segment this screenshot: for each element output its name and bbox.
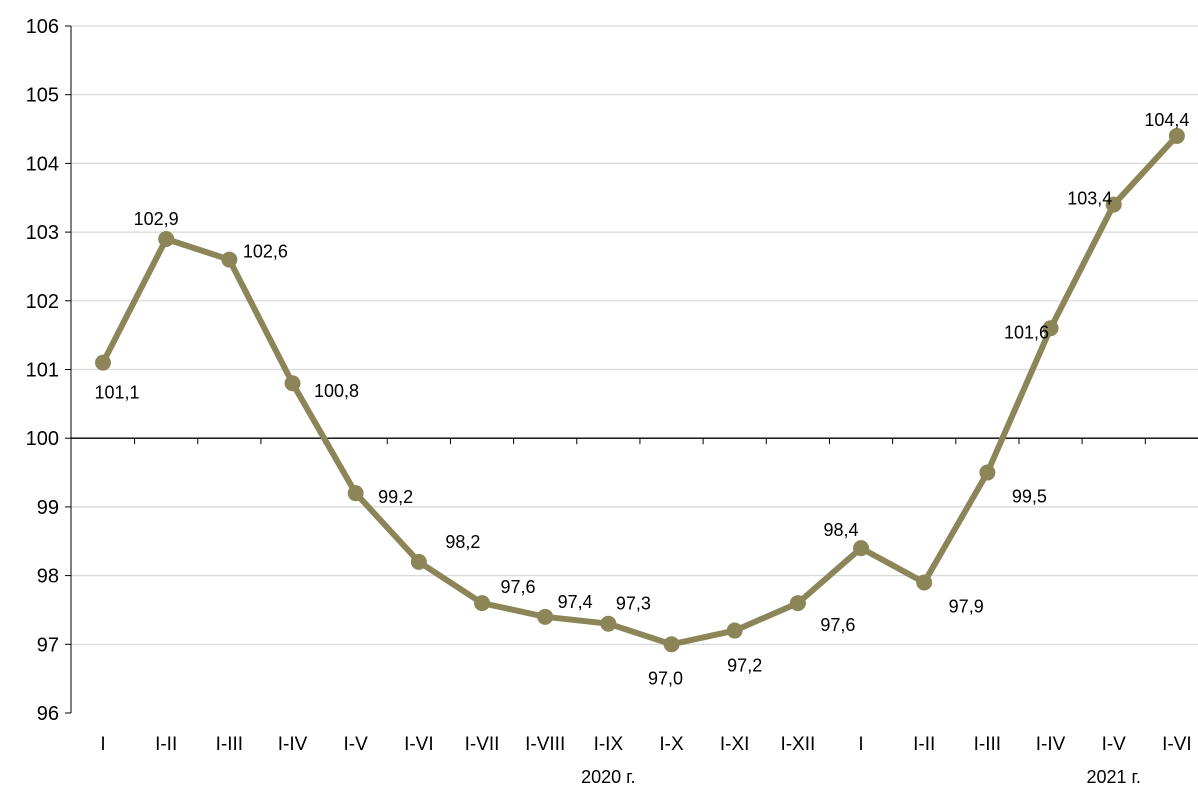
- data-point: [474, 595, 491, 612]
- y-tick-label: 103: [26, 222, 59, 244]
- y-tick-label: 104: [26, 153, 59, 175]
- x-tick-label: I-VII: [465, 734, 500, 755]
- data-point: [1042, 320, 1059, 337]
- data-point: [410, 553, 427, 570]
- x-tick-label: I-II: [155, 734, 177, 755]
- x-axis-ticks: I I-II I-III I-IV I-V I-VI I-VII I-VIII I-IX I-X I…: [100, 734, 1191, 787]
- data-labels: 101,1 102,9 102,6 100,8 99,2 98,2 97,6 97,4 97,3…: [94, 110, 1189, 688]
- data-label: 98,4: [824, 520, 859, 540]
- data-point: [284, 375, 301, 392]
- x-tick-label: I-IX: [594, 734, 624, 755]
- x-tick-label: I-X: [659, 734, 684, 755]
- y-tick-label: 105: [26, 85, 59, 107]
- data-label: 99,2: [378, 487, 413, 507]
- y-tick-label: 102: [26, 291, 59, 313]
- data-label: 101,1: [94, 383, 139, 403]
- x-tick-label: I-II: [913, 734, 935, 755]
- x-tick-label: I-IV: [278, 734, 308, 755]
- data-label: 100,8: [314, 381, 359, 401]
- data-label: 97,6: [820, 615, 855, 635]
- data-label: 103,4: [1067, 189, 1112, 209]
- data-point: [916, 574, 933, 591]
- series-layer: [95, 127, 1185, 653]
- y-tick-label: 106: [26, 16, 59, 38]
- data-point: [221, 251, 238, 268]
- data-point: [726, 622, 743, 639]
- series-line: [100, 132, 1180, 648]
- x-tick-label: I-V: [1102, 734, 1127, 755]
- axes: [65, 25, 1198, 714]
- y-tick-label: 97: [37, 634, 59, 656]
- y-tick-label: 98: [37, 566, 59, 588]
- data-point: [979, 464, 996, 481]
- data-label: 98,2: [445, 532, 480, 552]
- x-tick-label: I: [858, 734, 863, 755]
- x-tick-label: I-XI: [720, 734, 750, 755]
- y-axis-ticks: 96 97 98 99 100 101 102 103 104 105 106: [26, 16, 59, 725]
- data-label: 97,2: [727, 656, 762, 676]
- data-point: [347, 485, 364, 502]
- data-label: 97,6: [500, 577, 535, 597]
- y-tick-label: 99: [37, 497, 59, 519]
- data-point: [663, 636, 680, 653]
- data-point: [158, 230, 175, 247]
- x-tick-label: I-VIII: [525, 734, 565, 755]
- data-label: 102,9: [134, 209, 179, 229]
- data-label: 97,4: [558, 592, 593, 612]
- data-label: 99,5: [1012, 487, 1047, 507]
- x-tick-label: I-VI: [1162, 734, 1192, 755]
- data-label: 97,0: [648, 668, 683, 688]
- gridlines: [71, 25, 1198, 645]
- data-label: 104,4: [1144, 110, 1189, 130]
- data-label: 101,6: [1004, 322, 1049, 342]
- data-point: [95, 354, 111, 371]
- data-label: 97,3: [616, 594, 651, 614]
- data-label: 102,6: [243, 242, 288, 262]
- x-tick-label: I-III: [216, 734, 243, 755]
- year-label: 2021 г.: [1087, 767, 1141, 787]
- x-tick-label: I: [100, 734, 105, 755]
- x-tick-label: I-XII: [780, 734, 815, 755]
- year-label: 2020 г.: [581, 767, 635, 787]
- data-point: [853, 540, 870, 557]
- data-point: [789, 595, 806, 612]
- x-tick-label: I-VI: [404, 734, 434, 755]
- y-tick-label: 100: [26, 428, 59, 450]
- x-tick-label: I-III: [974, 734, 1001, 755]
- data-point: [600, 615, 617, 632]
- x-tick-label: I-IV: [1036, 734, 1066, 755]
- data-point: [1168, 127, 1185, 144]
- data-point: [1105, 196, 1122, 213]
- y-tick-label: 101: [26, 360, 59, 382]
- data-point: [537, 608, 554, 625]
- x-tick-label: I-V: [344, 734, 369, 755]
- data-label: 97,9: [949, 596, 984, 616]
- y-tick-label: 96: [37, 703, 59, 725]
